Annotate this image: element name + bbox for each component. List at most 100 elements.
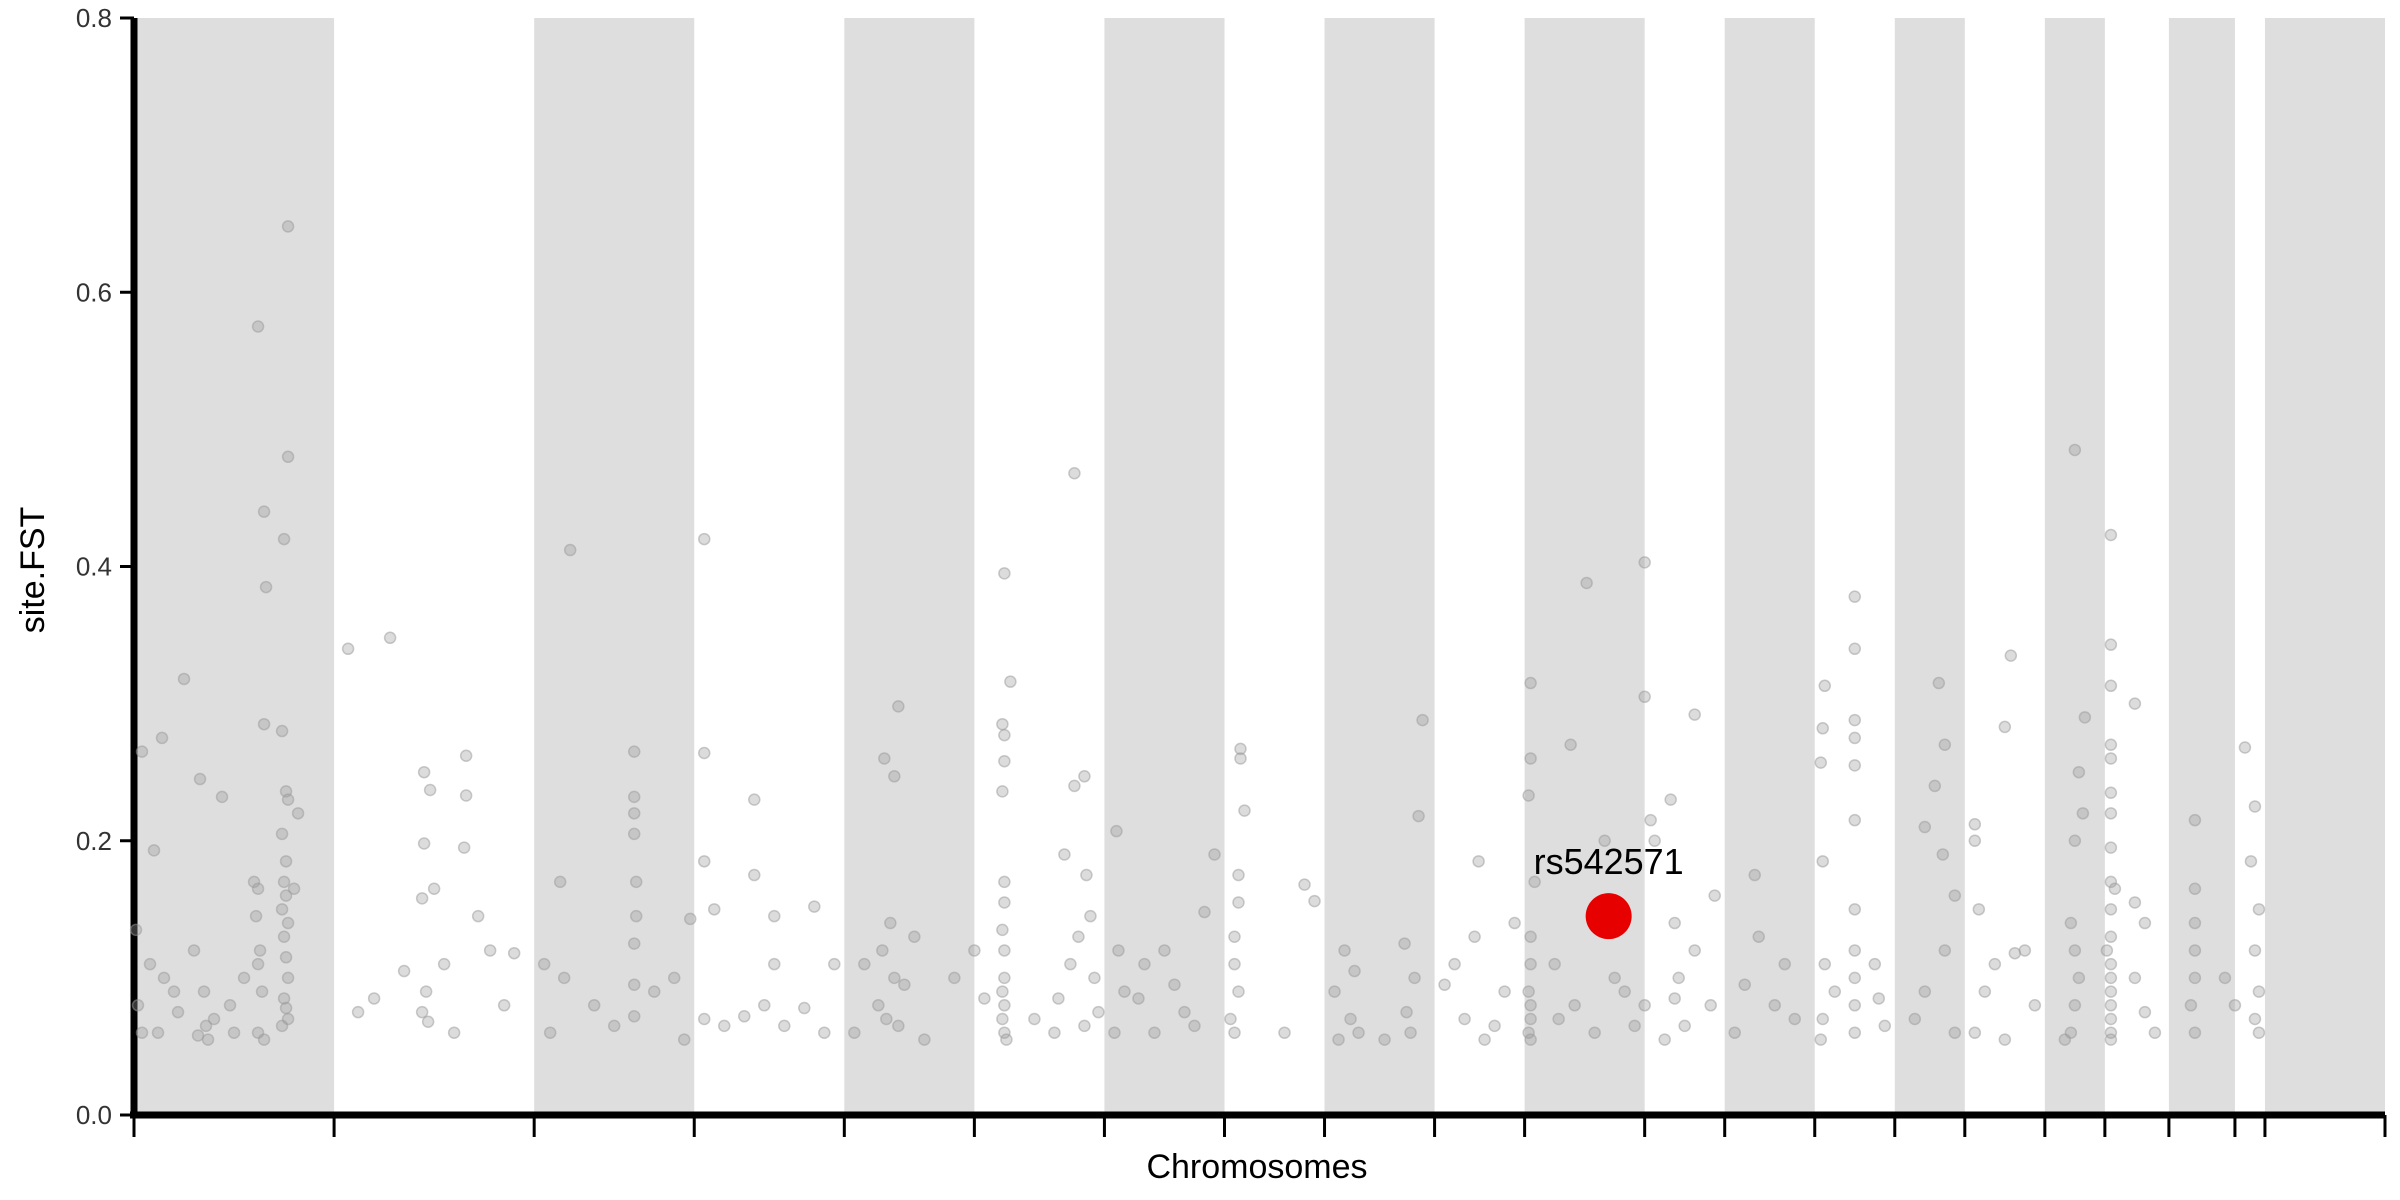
data-point xyxy=(143,957,157,971)
chromosome-band xyxy=(134,18,335,1115)
data-point xyxy=(1344,1012,1357,1026)
data-point xyxy=(2078,711,2092,724)
data-point xyxy=(667,971,681,985)
data-point xyxy=(207,1012,221,1026)
data-point xyxy=(1938,944,1952,957)
data-point xyxy=(1524,1012,1537,1026)
data-point xyxy=(281,971,295,985)
data-point xyxy=(1918,820,1932,834)
data-point xyxy=(1848,713,1862,727)
data-point xyxy=(1768,999,1781,1012)
data-point xyxy=(1068,779,1081,793)
data-point xyxy=(1848,642,1862,656)
data-point xyxy=(1778,957,1791,971)
data-point xyxy=(798,1001,811,1015)
data-point xyxy=(698,746,711,760)
data-point xyxy=(1522,1026,1535,1039)
data-point xyxy=(1848,903,1862,916)
data-point xyxy=(437,957,451,971)
data-point xyxy=(247,875,261,889)
data-point xyxy=(2072,971,2086,985)
data-point xyxy=(996,923,1009,937)
data-point xyxy=(167,985,181,998)
highlight-label: rs542571 xyxy=(1534,841,1684,882)
x-axis xyxy=(130,1111,2387,1137)
data-point xyxy=(1638,999,1651,1012)
data-point xyxy=(277,930,291,943)
data-point xyxy=(1628,1019,1641,1033)
data-point xyxy=(1908,1012,1922,1026)
data-point xyxy=(1868,957,1882,971)
data-point xyxy=(996,985,1009,998)
data-point xyxy=(2108,882,2122,895)
data-point xyxy=(738,1010,751,1023)
data-point xyxy=(1188,1019,1201,1033)
data-point xyxy=(1472,855,1485,868)
data-point xyxy=(1848,731,1862,745)
data-point xyxy=(279,855,293,868)
data-point xyxy=(2128,896,2142,909)
data-point xyxy=(1478,1033,1491,1046)
data-point xyxy=(718,1019,731,1033)
data-point xyxy=(1878,1019,1892,1033)
data-point xyxy=(2064,916,2078,930)
data-point xyxy=(279,951,293,964)
data-point xyxy=(698,855,711,868)
data-point xyxy=(1978,985,1992,998)
data-point xyxy=(698,532,711,546)
data-point xyxy=(483,944,497,957)
data-point xyxy=(2104,985,2118,998)
data-point xyxy=(1110,824,1123,838)
data-point xyxy=(2104,786,2118,800)
data-point xyxy=(1552,1012,1565,1026)
data-point xyxy=(768,957,781,971)
data-point xyxy=(1524,999,1537,1012)
data-point xyxy=(1568,999,1581,1012)
data-point xyxy=(2252,1026,2266,1039)
data-point xyxy=(257,717,271,731)
data-point xyxy=(2128,697,2142,710)
data-point xyxy=(1968,818,1982,831)
data-point xyxy=(1678,1019,1691,1033)
data-point xyxy=(998,728,1011,742)
data-point xyxy=(557,971,571,985)
data-point xyxy=(627,807,641,820)
data-point xyxy=(748,868,761,882)
data-point xyxy=(1658,1033,1671,1046)
data-point xyxy=(2104,971,2118,985)
data-point xyxy=(1938,738,1952,752)
data-point xyxy=(627,790,641,804)
data-point xyxy=(998,971,1011,985)
data-point xyxy=(1564,738,1577,752)
data-point xyxy=(1208,848,1221,861)
data-point xyxy=(627,978,641,991)
data-point xyxy=(2104,679,2118,693)
data-point xyxy=(2252,985,2266,998)
data-point xyxy=(2004,649,2018,662)
data-point xyxy=(459,789,473,802)
data-point xyxy=(277,992,291,1005)
data-point xyxy=(131,999,145,1012)
data-point xyxy=(2248,800,2262,813)
data-point xyxy=(1818,679,1832,693)
data-point xyxy=(2248,944,2262,957)
data-point xyxy=(1112,944,1125,957)
data-point xyxy=(2104,1033,2118,1046)
y-axis-title: site.FST xyxy=(14,507,52,634)
data-point xyxy=(1988,957,2002,971)
data-point xyxy=(908,930,921,943)
data-point xyxy=(708,903,721,916)
data-point xyxy=(1234,752,1247,765)
data-point xyxy=(1644,813,1657,827)
data-point xyxy=(279,1001,293,1015)
data-point xyxy=(698,1012,711,1026)
data-point xyxy=(1168,978,1181,991)
data-point xyxy=(1998,720,2012,734)
y-axis: 0.0 0.2 0.4 0.6 0.8 xyxy=(76,3,138,1130)
data-point xyxy=(629,909,643,923)
data-point xyxy=(884,916,897,930)
data-point xyxy=(858,957,871,971)
data-point xyxy=(423,783,437,797)
data-point xyxy=(1028,1012,1041,1026)
data-point xyxy=(607,1019,621,1033)
